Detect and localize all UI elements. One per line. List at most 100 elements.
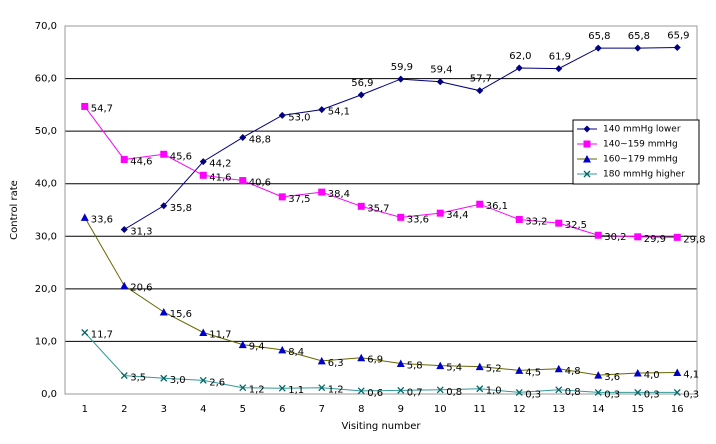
point [634, 233, 642, 241]
data-label: 11,7 [91, 329, 113, 340]
data-label: 48,8 [249, 134, 271, 145]
plot-border [64, 25, 698, 395]
data-label: 1,2 [328, 385, 344, 396]
legend-label: 140~159 mmHg [603, 140, 678, 150]
point [436, 78, 444, 86]
data-label: 44,6 [130, 157, 152, 168]
point [673, 233, 681, 241]
data-label: 20,6 [130, 283, 152, 294]
data-label: 5,8 [407, 361, 423, 372]
point [673, 368, 682, 376]
data-label: 15,6 [170, 309, 192, 320]
data-label: 57,7 [470, 74, 492, 85]
point [357, 202, 365, 210]
point [397, 213, 405, 221]
series-line [84, 332, 678, 393]
data-label: 61,9 [549, 52, 571, 63]
data-label: 1,2 [249, 385, 265, 396]
point [120, 156, 128, 164]
point [199, 376, 207, 384]
data-label: 59,4 [430, 65, 452, 76]
point [633, 368, 642, 377]
point [160, 374, 168, 382]
data-label: 0,3 [525, 389, 541, 400]
x-tick-label: 2 [121, 404, 127, 415]
point [476, 200, 484, 208]
legend-box [572, 119, 700, 185]
point [594, 371, 603, 379]
data-label: 62,0 [509, 51, 531, 62]
y-tick-label: 40,0 [35, 179, 57, 190]
data-label: 59,9 [391, 62, 413, 73]
point [357, 387, 365, 395]
point [357, 353, 366, 362]
point [436, 209, 444, 217]
point [397, 386, 405, 394]
y-tick-label: 20,0 [35, 284, 57, 295]
data-label: 41,6 [209, 172, 231, 183]
data-label: 65,8 [588, 31, 610, 42]
x-tick-label: 1 [82, 404, 88, 415]
point [160, 150, 168, 158]
y-tick-label: 70,0 [35, 21, 57, 32]
data-label: 65,8 [628, 31, 650, 42]
point [594, 231, 602, 239]
series-line [84, 217, 678, 376]
data-label: 6,3 [328, 358, 344, 369]
x-tick-label: 4 [200, 404, 206, 415]
point [239, 177, 247, 185]
point [357, 91, 365, 99]
legend-label: 180 mmHg higher [603, 170, 685, 180]
data-label: 32,5 [565, 220, 587, 231]
point [583, 155, 591, 163]
data-label: 4,8 [565, 366, 581, 377]
point [583, 125, 591, 133]
point [515, 366, 524, 374]
point [238, 340, 247, 349]
data-label: 3,0 [170, 375, 186, 386]
point [515, 388, 523, 396]
point [583, 170, 591, 178]
x-tick-label: 16 [671, 404, 684, 415]
data-label: 54,7 [91, 103, 113, 114]
data-label: 37,5 [288, 194, 310, 205]
point [239, 384, 247, 392]
data-label: 3,6 [604, 372, 620, 383]
data-label: 30,2 [604, 232, 626, 243]
data-label: 31,3 [130, 226, 152, 237]
point [515, 215, 523, 223]
data-label: 4,5 [525, 367, 541, 378]
point [278, 384, 286, 392]
x-axis-label: Visiting number [342, 421, 422, 432]
point [476, 385, 484, 393]
point [159, 307, 168, 316]
data-label: 38,4 [328, 189, 350, 200]
data-label: 36,1 [486, 201, 508, 212]
data-label: 29,8 [683, 234, 705, 245]
point [120, 281, 129, 290]
x-tick-label: 10 [434, 404, 447, 415]
x-tick-label: 11 [473, 404, 486, 415]
data-label: 54,1 [328, 107, 350, 118]
data-label: 0,7 [407, 387, 423, 398]
point [80, 213, 89, 221]
y-tick-label: 30,0 [35, 231, 57, 242]
point [673, 44, 681, 52]
data-label: 11,7 [209, 329, 231, 340]
x-tick-label: 7 [319, 404, 325, 415]
point [634, 388, 642, 396]
data-label: 53,0 [288, 112, 310, 123]
data-label: 1,1 [288, 385, 304, 396]
point [318, 106, 326, 114]
point [278, 193, 286, 201]
point [515, 64, 523, 72]
data-label: 9,4 [249, 342, 265, 353]
y-tick-label: 50,0 [35, 126, 57, 137]
y-axis-label: Control rate [9, 180, 20, 240]
x-tick-label: 12 [513, 404, 526, 415]
point [278, 111, 286, 119]
x-tick-label: 9 [398, 404, 404, 415]
data-label: 45,6 [170, 151, 192, 162]
data-label: 1,0 [486, 386, 502, 397]
